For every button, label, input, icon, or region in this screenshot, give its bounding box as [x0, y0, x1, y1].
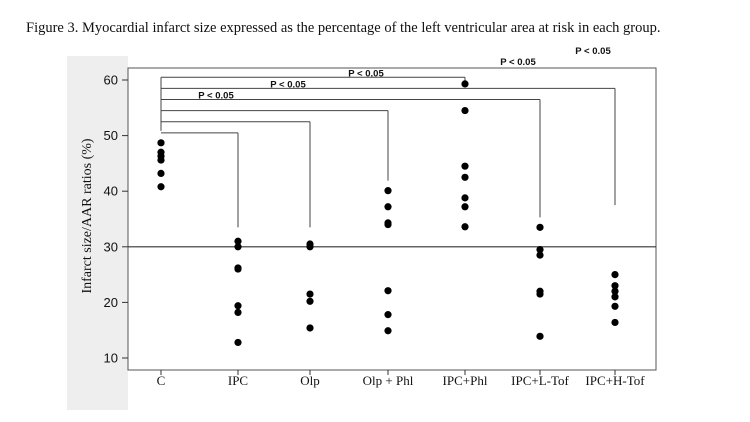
- data-point: [157, 169, 165, 178]
- data-point: [461, 173, 469, 181]
- data-point: [536, 251, 544, 259]
- y-tick-label: 50: [104, 128, 118, 143]
- significance-label: P < 0.05: [270, 79, 306, 90]
- data-point: [611, 293, 619, 301]
- data-point: [306, 243, 314, 251]
- significance-label: P < 0.05: [348, 68, 384, 79]
- data-point: [461, 162, 469, 170]
- data-point: [611, 287, 619, 295]
- data-point: [157, 139, 165, 147]
- data-point: [384, 187, 392, 195]
- data-point: [461, 203, 469, 211]
- data-point: [611, 271, 619, 279]
- data-point: [536, 223, 544, 231]
- data-point: [611, 282, 619, 290]
- data-point: [234, 302, 242, 310]
- x-category-label: Olp: [300, 373, 320, 388]
- data-point: [306, 297, 314, 305]
- data-point: [461, 223, 469, 231]
- y-tick-label: 40: [104, 184, 118, 199]
- y-axis-label: Infarct size/AAR ratios (%): [80, 138, 95, 293]
- x-category-label: IPC+Phl: [443, 373, 488, 388]
- figure-caption: Figure 3. Myocardial infarct size expres…: [26, 20, 661, 36]
- significance-label: P < 0.05: [500, 57, 536, 68]
- data-point: [306, 324, 314, 332]
- y-tick-label: 30: [104, 239, 118, 254]
- x-category-label: C: [157, 373, 166, 388]
- data-point: [384, 220, 392, 229]
- x-category-label: IPC+H-Tof: [585, 373, 645, 388]
- data-point: [306, 290, 314, 298]
- plot-area: [127, 67, 657, 371]
- data-point: [536, 290, 544, 298]
- data-point: [234, 237, 242, 245]
- data-point: [611, 318, 619, 327]
- data-point: [536, 332, 544, 340]
- x-category-label: IPC+L-Tof: [511, 373, 569, 388]
- significance-label: P < 0.05: [198, 91, 234, 102]
- data-point: [157, 183, 165, 191]
- data-point: [384, 203, 392, 211]
- data-point: [461, 194, 469, 202]
- data-point: [611, 302, 619, 310]
- data-point: [384, 311, 392, 319]
- axis-background: [67, 56, 128, 410]
- y-tick-label: 10: [104, 351, 118, 366]
- data-point: [384, 327, 392, 335]
- data-point: [461, 80, 469, 88]
- data-point: [234, 308, 242, 317]
- x-category-label: Olp + Phl: [363, 373, 414, 388]
- data-point: [234, 243, 242, 251]
- y-tick-label: 20: [104, 295, 118, 310]
- y-tick-label: 60: [104, 73, 118, 88]
- data-point: [157, 156, 165, 164]
- data-point: [461, 106, 469, 115]
- data-point: [234, 265, 242, 273]
- data-point: [234, 338, 242, 347]
- x-category-label: IPC: [228, 373, 248, 388]
- data-point: [384, 287, 392, 295]
- significance-label: P < 0.05: [575, 46, 611, 57]
- data-point: [536, 245, 544, 254]
